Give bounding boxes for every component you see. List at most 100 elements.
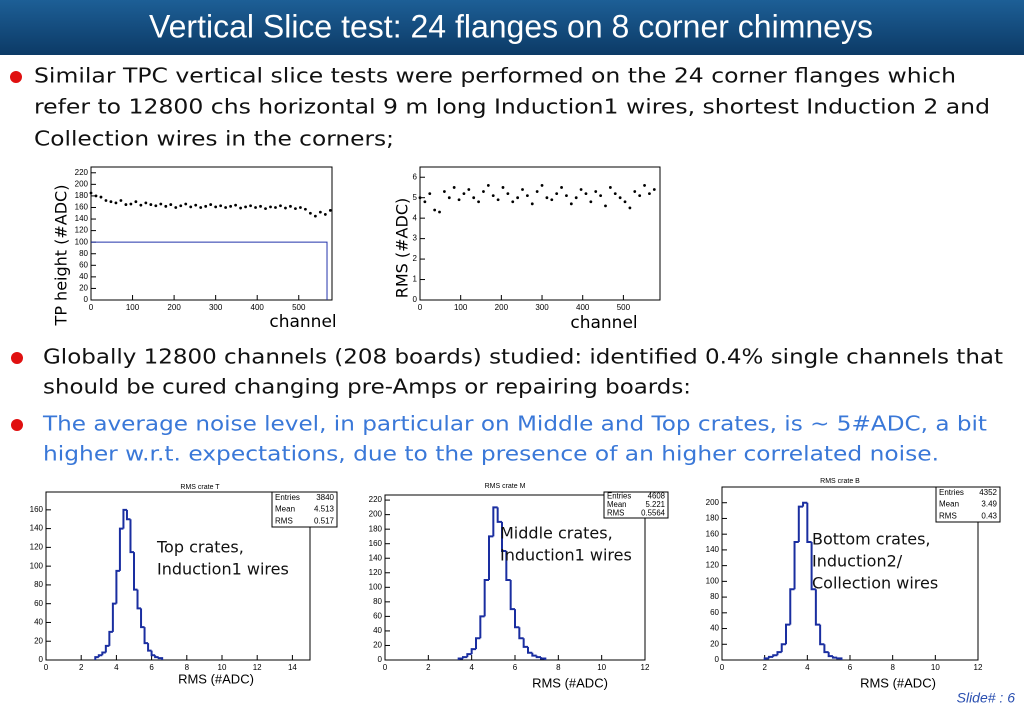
data-point bbox=[164, 204, 168, 208]
histogram-bin bbox=[501, 521, 507, 552]
bullet-dot bbox=[11, 419, 23, 431]
data-point bbox=[633, 190, 637, 193]
data-point bbox=[323, 213, 327, 216]
data-point bbox=[589, 200, 593, 204]
histogram-bin bbox=[140, 608, 145, 629]
bullet-text: Similar TPC vertical slice tests were pe… bbox=[34, 64, 956, 88]
y-tick-label: 140 bbox=[30, 524, 44, 533]
data-point bbox=[501, 186, 505, 189]
x-tick-label: 500 bbox=[292, 303, 306, 312]
data-point bbox=[521, 188, 524, 191]
plot-frame bbox=[90, 166, 333, 301]
data-point bbox=[443, 190, 446, 193]
data-point bbox=[525, 194, 529, 198]
data-point bbox=[304, 207, 307, 211]
histogram-bin bbox=[776, 651, 782, 656]
histogram-bin bbox=[810, 542, 816, 591]
annotation: Induction1 wires bbox=[157, 560, 289, 579]
stats-value: 5.221 bbox=[645, 500, 665, 509]
x-tick-label: 8 bbox=[185, 663, 190, 672]
y-tick-label: 40 bbox=[79, 272, 88, 281]
stats-value: 0.5564 bbox=[641, 509, 666, 518]
y-tick-label: 200 bbox=[369, 510, 383, 519]
data-point bbox=[428, 192, 432, 196]
x-tick-label: 4 bbox=[805, 663, 810, 672]
stats-label: RMS bbox=[275, 516, 293, 525]
data-point bbox=[638, 194, 642, 198]
data-point bbox=[608, 186, 612, 189]
y-tick-label: 100 bbox=[30, 561, 44, 570]
stats-label: Entries bbox=[607, 491, 631, 500]
x-tick-label: 6 bbox=[513, 663, 518, 672]
plot-frame bbox=[45, 491, 311, 661]
y-tick-label: 100 bbox=[706, 576, 720, 585]
x-axis-label: RMS (#ADC) bbox=[860, 675, 936, 690]
data-point bbox=[109, 200, 113, 204]
x-tick-label: 4 bbox=[469, 663, 474, 672]
data-point bbox=[313, 214, 317, 218]
y-tick-label: 5 bbox=[413, 193, 418, 202]
y-tick-label: 3 bbox=[413, 234, 418, 243]
histogram-bin bbox=[104, 644, 110, 653]
bullet-text: Globally 12800 channels (208 boards) stu… bbox=[43, 345, 1003, 369]
stats-value: 0.517 bbox=[314, 516, 335, 525]
stats-label: RMS bbox=[607, 509, 624, 518]
histogram-bin bbox=[802, 501, 808, 507]
stats-value: 3840 bbox=[316, 493, 334, 502]
data-point bbox=[540, 184, 544, 187]
x-tick-label: 100 bbox=[454, 303, 468, 312]
y-tick-label: 140 bbox=[75, 214, 89, 223]
data-point bbox=[224, 206, 228, 209]
data-point bbox=[472, 196, 476, 200]
x-tick-label: 6 bbox=[848, 663, 853, 672]
y-tick-label: 160 bbox=[75, 203, 89, 212]
histogram-bin bbox=[488, 535, 494, 581]
y-tick-label: 0 bbox=[84, 295, 89, 304]
histogram-bin bbox=[147, 643, 152, 652]
histogram-bin bbox=[108, 630, 113, 646]
stats-box bbox=[271, 491, 338, 528]
histogram-bin bbox=[475, 637, 481, 650]
histogram-bin bbox=[527, 646, 533, 654]
histogram-bin bbox=[115, 569, 120, 604]
data-point bbox=[418, 196, 422, 200]
data-point bbox=[119, 199, 123, 202]
data-point bbox=[169, 203, 173, 206]
histogram-bin bbox=[457, 657, 463, 660]
data-point bbox=[623, 200, 627, 204]
histogram-bin bbox=[797, 505, 804, 543]
x-tick-label: 0 bbox=[418, 303, 423, 312]
data-point bbox=[652, 188, 656, 191]
data-point bbox=[209, 203, 213, 206]
data-point bbox=[618, 196, 622, 200]
histogram-bin bbox=[793, 541, 799, 590]
data-point bbox=[328, 208, 332, 212]
y-tick-label: 180 bbox=[706, 514, 720, 523]
data-point bbox=[648, 192, 651, 196]
annotation: Induction1 wires bbox=[500, 546, 632, 565]
x-tick-label: 12 bbox=[641, 663, 650, 672]
y-tick-label: 80 bbox=[373, 597, 382, 606]
y-tick-label: 120 bbox=[369, 568, 383, 577]
stats-value: 4352 bbox=[979, 488, 997, 497]
stats-label: Mean bbox=[607, 500, 627, 509]
chart-title: RMS crate B bbox=[820, 478, 860, 485]
histogram-bin bbox=[814, 589, 821, 626]
x-tick-label: 4 bbox=[114, 663, 119, 672]
y-tick-label: 160 bbox=[369, 539, 383, 548]
x-tick-label: 200 bbox=[167, 303, 181, 312]
stats-value: 4608 bbox=[648, 491, 665, 500]
data-point bbox=[467, 188, 471, 191]
y-tick-label: 6 bbox=[413, 172, 418, 181]
data-point bbox=[194, 203, 198, 207]
y-tick-label: 120 bbox=[30, 542, 44, 551]
histogram-bin bbox=[785, 623, 791, 645]
annotation: Bottom crates, bbox=[812, 530, 931, 549]
data-point bbox=[214, 205, 218, 209]
plot-frame bbox=[721, 486, 979, 661]
histogram-bin bbox=[94, 656, 99, 660]
data-point bbox=[447, 196, 451, 200]
stats-label: RMS bbox=[939, 511, 957, 520]
data-point bbox=[114, 201, 118, 205]
data-point bbox=[249, 204, 252, 208]
